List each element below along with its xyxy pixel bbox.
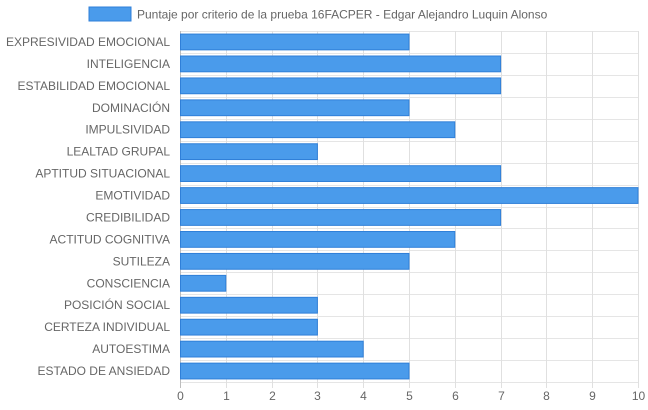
bar[interactable]	[180, 77, 502, 95]
x-tick-label: 2	[269, 389, 276, 403]
bar[interactable]	[180, 296, 318, 314]
x-tick-label: 3	[314, 389, 321, 403]
category-label: ACTITUD COGNITIVA	[50, 232, 170, 246]
chart-legend[interactable]: Puntaje por criterio de la prueba 16FACP…	[88, 6, 548, 22]
category-label: CREDIBILIDAD	[86, 210, 170, 224]
bar[interactable]	[180, 362, 410, 380]
category-label: LEALTAD GRUPAL	[67, 145, 171, 159]
bar[interactable]	[180, 340, 364, 358]
category-label: DOMINACIÓN	[92, 100, 170, 115]
category-label: INTELIGENCIA	[87, 57, 170, 71]
bar[interactable]	[180, 165, 502, 182]
bar[interactable]	[180, 209, 502, 226]
category-label: CONSCIENCIA	[87, 276, 170, 290]
x-tick-label: 6	[452, 389, 459, 403]
bar[interactable]	[180, 33, 410, 51]
category-label: SUTILEZA	[113, 254, 170, 268]
bars	[180, 33, 639, 380]
x-tick-label: 10	[632, 389, 646, 403]
category-label: CERTEZA INDIVIDUAL	[44, 320, 170, 334]
category-label: ESTADO DE ANSIEDAD	[38, 364, 171, 378]
bar[interactable]	[180, 121, 456, 139]
x-tick-label: 4	[360, 389, 367, 403]
category-label: POSICIÓN SOCIAL	[64, 297, 170, 312]
legend-swatch	[88, 6, 132, 22]
legend-label: Puntaje por criterio de la prueba 16FACP…	[137, 8, 548, 22]
category-label: AUTOESTIMA	[92, 342, 170, 356]
x-tick-label: 9	[589, 389, 596, 403]
bar[interactable]	[180, 274, 227, 292]
category-label: EXPRESIVIDAD EMOCIONAL	[6, 35, 170, 49]
category-label: EMOTIVIDAD	[95, 189, 170, 203]
category-label: IMPULSIVIDAD	[85, 123, 170, 137]
x-tick-label: 8	[543, 389, 550, 403]
x-tick-label: 1	[223, 389, 230, 403]
bar[interactable]	[180, 55, 502, 73]
category-label: APTITUD SITUACIONAL	[35, 167, 170, 181]
x-tick-label: 0	[177, 389, 184, 403]
bar[interactable]	[180, 143, 318, 161]
bar[interactable]	[180, 252, 410, 270]
bar[interactable]	[180, 99, 410, 117]
bar[interactable]	[180, 318, 318, 336]
bar[interactable]	[180, 187, 639, 204]
x-axis-tick-labels: 0 1 2 3 4 5 6 7 8 9 10	[177, 389, 645, 403]
category-label: ESTABILIDAD EMOCIONAL	[18, 79, 171, 93]
bar[interactable]	[180, 231, 456, 248]
x-tick-label: 7	[498, 389, 505, 403]
x-tick-label: 5	[406, 389, 413, 403]
category-labels: EXPRESIVIDAD EMOCIONAL INTELIGENCIA ESTABI…	[6, 35, 170, 378]
